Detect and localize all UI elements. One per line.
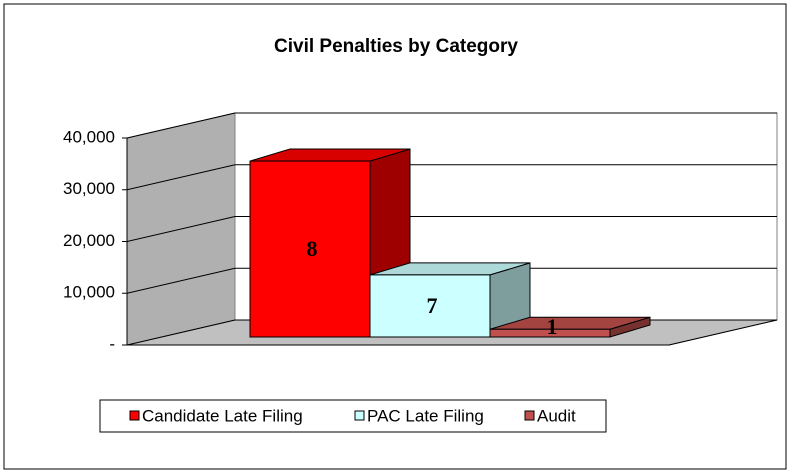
bar: [489, 328, 611, 338]
y-tick-label: -: [109, 334, 115, 353]
legend: [99, 399, 607, 433]
grid-line: [126, 216, 236, 242]
count-label: 8: [307, 236, 318, 261]
axis-line: [668, 319, 778, 346]
count-label: 7: [427, 293, 438, 318]
y-tick-label: 10,000: [63, 283, 115, 302]
bar: [369, 274, 491, 338]
legend-label: Candidate Late Filing: [142, 406, 303, 425]
count-label: 1: [547, 314, 558, 339]
grid-line: [126, 164, 236, 191]
y-tick-label: 20,000: [63, 231, 115, 250]
legend-swatch: [129, 410, 140, 421]
grid-line: [126, 267, 236, 294]
legend-label: Audit: [537, 406, 576, 425]
bar: [249, 160, 371, 338]
grid-line: [126, 112, 236, 139]
grid-line: [126, 319, 236, 346]
legend-swatch: [354, 410, 365, 421]
y-tick-label: 30,000: [63, 179, 115, 198]
legend-swatch: [524, 410, 535, 421]
chart-title: Civil Penalties by Category: [274, 36, 518, 57]
y-tick-label: 40,000: [63, 127, 115, 146]
legend-label: PAC Late Filing: [367, 406, 484, 425]
